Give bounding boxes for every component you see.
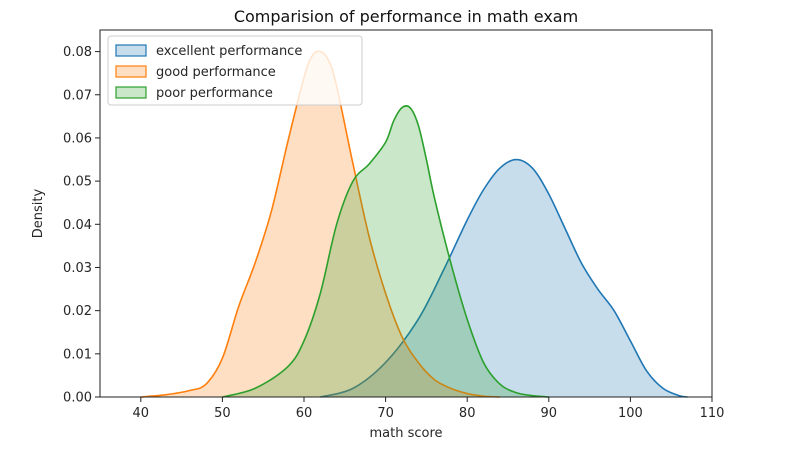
x-tick-label: 90 bbox=[541, 406, 558, 421]
plot-frame bbox=[99, 29, 713, 398]
plot-area bbox=[99, 29, 713, 398]
y-tick-label: 0.08 bbox=[63, 45, 92, 60]
legend-box bbox=[107, 35, 363, 106]
y-tick-label: 0.03 bbox=[63, 261, 92, 276]
x-tick-label: 50 bbox=[214, 406, 231, 421]
x-tick-label: 70 bbox=[377, 406, 394, 421]
y-tick-label: 0.04 bbox=[63, 218, 92, 233]
y-tick-label: 0.06 bbox=[63, 131, 92, 146]
x-tick-label: 40 bbox=[133, 406, 150, 421]
y-axis-title: Density bbox=[31, 188, 46, 238]
density-area-poor-performance bbox=[222, 105, 549, 398]
density-line-excellent-performance bbox=[320, 158, 688, 398]
y-tick-label: 0.02 bbox=[63, 304, 92, 319]
legend: excellent performance good performance poo… bbox=[107, 35, 363, 106]
x-tick-label: 60 bbox=[296, 406, 313, 421]
x-tick-label: 100 bbox=[618, 406, 643, 421]
legend-swatch-good-performance bbox=[115, 65, 147, 78]
x-axis-title: math score bbox=[369, 426, 442, 441]
density-area-excellent-performance bbox=[320, 159, 688, 397]
y-tick-label: 0.01 bbox=[63, 347, 92, 362]
x-tick-label: 80 bbox=[459, 406, 476, 421]
y-tick-label: 0.07 bbox=[63, 88, 92, 103]
density-area-good-performance bbox=[140, 51, 500, 398]
legend-label-poor-performance: poor performance bbox=[156, 86, 273, 101]
y-tick-label: 0.00 bbox=[63, 391, 92, 406]
legend-label-excellent-performance: excellent performance bbox=[156, 44, 302, 59]
legend-swatch-excellent-performance bbox=[115, 44, 147, 57]
density-line-poor-performance bbox=[222, 105, 549, 398]
chart-title: Comparision of performance in math exam bbox=[234, 7, 578, 26]
y-tick-label: 0.05 bbox=[63, 175, 92, 190]
x-tick-label: 110 bbox=[700, 406, 725, 421]
legend-swatch-poor-performance bbox=[115, 86, 147, 99]
legend-label-good-performance: good performance bbox=[156, 65, 276, 80]
